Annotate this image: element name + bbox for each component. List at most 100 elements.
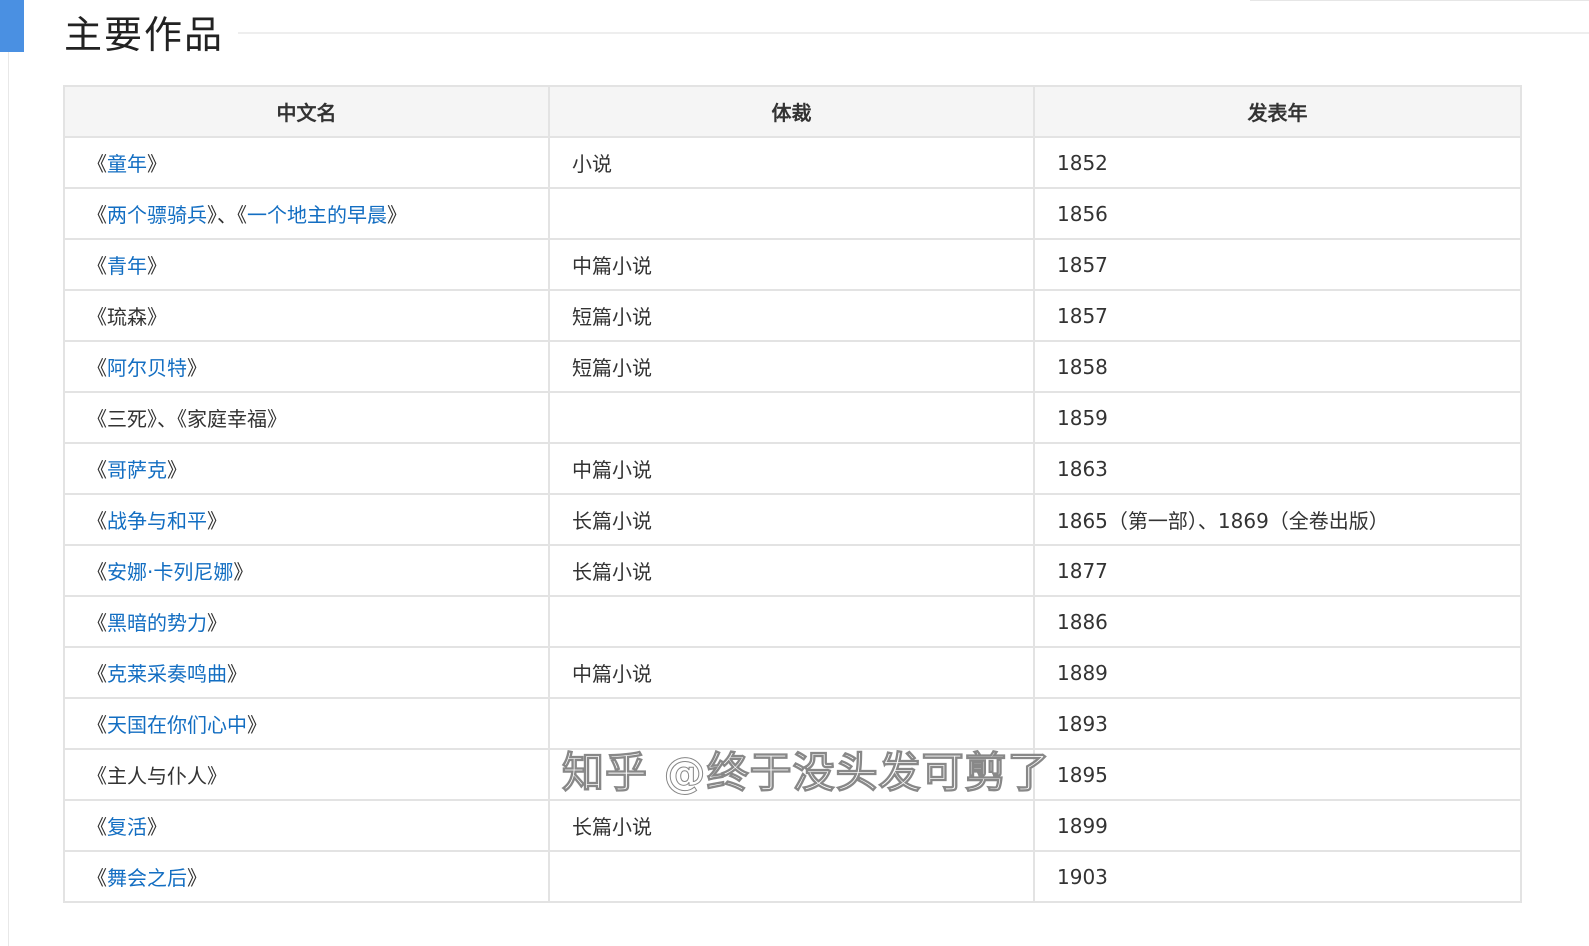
work-name-text: 《主人与仆人》 — [87, 764, 227, 788]
work-name-text: 《 — [87, 458, 107, 482]
year-cell: 1852 — [1033, 136, 1522, 189]
work-name-cell: 《童年》 — [63, 136, 550, 189]
genre-cell: 长篇小说 — [548, 544, 1035, 597]
work-name-cell: 《三死》、《家庭幸福》 — [63, 391, 550, 444]
work-name-cell: 《哥萨克》 — [63, 442, 550, 495]
work-name-cell: 《两个骠骑兵》、《一个地主的早晨》 — [63, 187, 550, 240]
genre-cell — [548, 748, 1035, 801]
genre-cell: 中篇小说 — [548, 646, 1035, 699]
work-name-text: 》 — [187, 866, 207, 890]
work-link[interactable]: 青年 — [107, 254, 147, 278]
work-name-cell: 《琉森》 — [63, 289, 550, 342]
work-name-text: 《 — [87, 866, 107, 890]
table-row: 《哥萨克》 中篇小说 1863 — [63, 442, 1522, 495]
work-name-text: 《 — [87, 203, 107, 227]
genre-cell: 短篇小说 — [548, 340, 1035, 393]
column-header-year: 发表年 — [1033, 85, 1522, 138]
work-link[interactable]: 黑暗的势力 — [107, 611, 207, 635]
table-row: 《主人与仆人》 1895 — [63, 748, 1522, 801]
work-name-text: 《 — [87, 662, 107, 686]
work-name-cell: 《阿尔贝特》 — [63, 340, 550, 393]
work-name-cell: 《主人与仆人》 — [63, 748, 550, 801]
work-link[interactable]: 两个骠骑兵 — [107, 203, 207, 227]
table-row: 《黑暗的势力》 1886 — [63, 595, 1522, 648]
year-cell: 1859 — [1033, 391, 1522, 444]
work-name-text: 》 — [147, 152, 167, 176]
table-row: 《琉森》 短篇小说 1857 — [63, 289, 1522, 342]
work-link[interactable]: 哥萨克 — [107, 458, 167, 482]
work-name-cell: 《青年》 — [63, 238, 550, 291]
table-row: 《阿尔贝特》 短篇小说 1858 — [63, 340, 1522, 393]
table-row: 《克莱采奏鸣曲》 中篇小说 1889 — [63, 646, 1522, 699]
work-name-text: 《 — [87, 815, 107, 839]
genre-cell: 中篇小说 — [548, 442, 1035, 495]
year-cell: 1895 — [1033, 748, 1522, 801]
work-name-text: 》 — [167, 458, 187, 482]
table-row: 《童年》 小说 1852 — [63, 136, 1522, 189]
work-name-text: 》 — [247, 713, 267, 737]
year-cell: 1899 — [1033, 799, 1522, 852]
work-link[interactable]: 克莱采奏鸣曲 — [107, 662, 227, 686]
genre-cell: 短篇小说 — [548, 289, 1035, 342]
year-cell: 1863 — [1033, 442, 1522, 495]
genre-cell — [548, 850, 1035, 903]
work-name-cell: 《黑暗的势力》 — [63, 595, 550, 648]
section-title: 主要作品 — [64, 13, 225, 57]
genre-cell — [548, 391, 1035, 444]
work-name-text: 《 — [87, 356, 107, 380]
year-cell: 1858 — [1033, 340, 1522, 393]
year-cell: 1865（第一部）、1869（全卷出版） — [1033, 493, 1522, 546]
work-name-text: 》 — [207, 611, 227, 635]
work-name-text: 《 — [87, 560, 107, 584]
work-link[interactable]: 舞会之后 — [107, 866, 187, 890]
work-link[interactable]: 战争与和平 — [107, 509, 207, 533]
work-name-text: 《 — [87, 509, 107, 533]
work-link[interactable]: 阿尔贝特 — [107, 356, 187, 380]
genre-cell: 长篇小说 — [548, 493, 1035, 546]
work-name-text: 》 — [147, 815, 167, 839]
title-divider — [238, 32, 1589, 34]
work-name-text: 《琉森》 — [87, 305, 167, 329]
work-name-text: 《 — [87, 713, 107, 737]
work-link[interactable]: 天国在你们心中 — [107, 713, 247, 737]
genre-cell: 小说 — [548, 136, 1035, 189]
work-link[interactable]: 安娜·卡列尼娜 — [107, 560, 234, 584]
work-name-cell: 《天国在你们心中》 — [63, 697, 550, 750]
work-link[interactable]: 一个地主的早晨 — [247, 203, 387, 227]
table-row: 《三死》、《家庭幸福》 1859 — [63, 391, 1522, 444]
genre-cell: 中篇小说 — [548, 238, 1035, 291]
year-cell: 1893 — [1033, 697, 1522, 750]
work-link[interactable]: 复活 — [107, 815, 147, 839]
year-cell: 1889 — [1033, 646, 1522, 699]
left-border — [8, 52, 9, 946]
works-table: 中文名 体裁 发表年 《童年》 小说 1852 《两个骠骑兵》、《一个地主的早晨》 18… — [63, 85, 1522, 903]
work-name-cell: 《安娜·卡列尼娜》 — [63, 544, 550, 597]
work-name-text: 》 — [227, 662, 247, 686]
table-row: 《复活》 长篇小说 1899 — [63, 799, 1522, 852]
column-header-name: 中文名 — [63, 85, 550, 138]
genre-cell — [548, 187, 1035, 240]
work-name-text: 《三死》、《家庭幸福》 — [87, 407, 287, 431]
work-name-text: 》 — [147, 254, 167, 278]
top-divider — [1250, 0, 1589, 1]
year-cell: 1903 — [1033, 850, 1522, 903]
work-name-text: 》、《 — [207, 203, 247, 227]
work-link[interactable]: 童年 — [107, 152, 147, 176]
work-name-cell: 《克莱采奏鸣曲》 — [63, 646, 550, 699]
table-header-row: 中文名 体裁 发表年 — [63, 85, 1522, 138]
year-cell: 1856 — [1033, 187, 1522, 240]
year-cell: 1857 — [1033, 238, 1522, 291]
table-row: 《两个骠骑兵》、《一个地主的早晨》 1856 — [63, 187, 1522, 240]
work-name-cell: 《战争与和平》 — [63, 493, 550, 546]
genre-cell: 长篇小说 — [548, 799, 1035, 852]
work-name-text: 》 — [233, 560, 254, 584]
work-name-text: 《 — [87, 152, 107, 176]
genre-cell — [548, 595, 1035, 648]
section-accent-bar — [0, 0, 24, 52]
column-header-genre: 体裁 — [548, 85, 1035, 138]
year-cell: 1857 — [1033, 289, 1522, 342]
work-name-text: 《 — [87, 254, 107, 278]
table-row: 《天国在你们心中》 1893 — [63, 697, 1522, 750]
year-cell: 1886 — [1033, 595, 1522, 648]
watermark: 知乎 @终于没头发可剪了 — [562, 748, 1051, 798]
